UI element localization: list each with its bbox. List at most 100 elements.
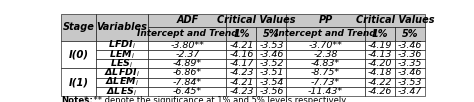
Text: -4.21: -4.21 xyxy=(229,78,254,87)
Bar xyxy=(395,59,425,68)
Bar xyxy=(286,78,365,87)
Bar xyxy=(148,87,227,96)
Bar xyxy=(256,59,286,68)
Text: -4.21: -4.21 xyxy=(229,41,254,50)
Bar xyxy=(365,14,425,27)
Text: -3.51: -3.51 xyxy=(259,68,283,77)
Text: ΔLFDI$_i$: ΔLFDI$_i$ xyxy=(104,67,140,79)
Text: ΔLES$_i$: ΔLES$_i$ xyxy=(106,85,137,98)
Text: -4.16: -4.16 xyxy=(229,50,254,59)
Bar xyxy=(148,59,227,68)
Bar xyxy=(96,87,148,96)
Bar xyxy=(365,27,395,40)
Bar xyxy=(286,68,365,78)
Bar xyxy=(96,40,148,50)
Bar xyxy=(96,78,148,87)
Bar xyxy=(286,27,365,40)
Bar xyxy=(286,59,365,68)
Text: -3.54: -3.54 xyxy=(259,78,283,87)
Text: -3.46: -3.46 xyxy=(398,41,422,50)
Bar xyxy=(148,14,227,27)
Text: -3.80**: -3.80** xyxy=(170,41,204,50)
Text: -7.84*: -7.84* xyxy=(173,78,202,87)
Text: -4.23: -4.23 xyxy=(229,87,254,96)
Text: -6.45*: -6.45* xyxy=(173,87,202,96)
Text: -4.19: -4.19 xyxy=(368,41,392,50)
Bar xyxy=(96,14,148,40)
Bar xyxy=(148,68,227,78)
Text: PP: PP xyxy=(319,16,333,26)
Bar xyxy=(227,59,256,68)
Bar xyxy=(227,87,256,96)
Bar xyxy=(365,50,395,59)
Bar xyxy=(227,68,256,78)
Text: -3.70**: -3.70** xyxy=(309,41,343,50)
Text: Variables: Variables xyxy=(97,22,147,32)
Text: -11.43*: -11.43* xyxy=(308,87,343,96)
Text: -4.22: -4.22 xyxy=(368,78,392,87)
Text: -3.53: -3.53 xyxy=(259,41,283,50)
Bar xyxy=(395,50,425,59)
Text: -3.56: -3.56 xyxy=(259,87,283,96)
Text: Intercept and Trend: Intercept and Trend xyxy=(137,29,237,38)
Bar xyxy=(227,40,256,50)
Bar xyxy=(96,59,148,68)
Text: -4.13: -4.13 xyxy=(368,50,392,59)
Bar xyxy=(148,27,227,40)
Text: -4.20: -4.20 xyxy=(368,59,392,68)
Bar xyxy=(96,68,148,78)
Bar xyxy=(61,14,96,40)
Text: -2.38: -2.38 xyxy=(313,50,338,59)
Text: 5%: 5% xyxy=(401,29,418,39)
Text: *, ** denote the significance at 1% and 5% levels respectively.: *, ** denote the significance at 1% and … xyxy=(84,96,347,102)
Text: 5%: 5% xyxy=(263,29,280,39)
Text: Stage: Stage xyxy=(63,22,94,32)
Text: -3.46: -3.46 xyxy=(259,50,283,59)
Text: -4.89*: -4.89* xyxy=(173,59,202,68)
Bar xyxy=(256,50,286,59)
Bar xyxy=(395,68,425,78)
Bar xyxy=(365,87,395,96)
Bar xyxy=(256,27,286,40)
Text: 1%: 1% xyxy=(372,29,388,39)
Bar xyxy=(365,78,395,87)
Bar xyxy=(148,50,227,59)
Text: -6.86*: -6.86* xyxy=(173,68,202,77)
Text: -4.83*: -4.83* xyxy=(311,59,340,68)
Text: LFDI$_i$: LFDI$_i$ xyxy=(108,39,136,51)
Bar xyxy=(61,68,96,96)
Text: I(1): I(1) xyxy=(69,77,89,87)
Bar xyxy=(227,50,256,59)
Text: -4.17: -4.17 xyxy=(229,59,254,68)
Bar xyxy=(96,50,148,59)
Bar xyxy=(286,14,365,27)
Bar xyxy=(148,40,227,50)
Text: Notes:: Notes: xyxy=(61,96,93,102)
Text: ADF: ADF xyxy=(176,16,199,26)
Bar xyxy=(227,27,256,40)
Bar xyxy=(286,40,365,50)
Text: LES$_i$: LES$_i$ xyxy=(110,57,134,70)
Bar xyxy=(61,40,96,68)
Text: -3.46: -3.46 xyxy=(398,68,422,77)
Bar xyxy=(395,78,425,87)
Text: I(0): I(0) xyxy=(69,49,89,59)
Bar xyxy=(256,68,286,78)
Bar xyxy=(286,87,365,96)
Text: -3.35: -3.35 xyxy=(398,59,422,68)
Text: -4.26: -4.26 xyxy=(368,87,392,96)
Bar xyxy=(227,78,256,87)
Text: Intercept and Trend: Intercept and Trend xyxy=(275,29,376,38)
Bar xyxy=(256,40,286,50)
Bar xyxy=(395,87,425,96)
Text: LEM$_i$: LEM$_i$ xyxy=(109,48,135,61)
Bar xyxy=(365,68,395,78)
Bar xyxy=(148,78,227,87)
Text: 1%: 1% xyxy=(233,29,250,39)
Text: -3.53: -3.53 xyxy=(398,78,422,87)
Bar xyxy=(395,27,425,40)
Text: -8.75*: -8.75* xyxy=(311,68,340,77)
Bar xyxy=(365,40,395,50)
Text: -2.37: -2.37 xyxy=(175,50,200,59)
Text: Critical Values: Critical Values xyxy=(356,16,434,26)
